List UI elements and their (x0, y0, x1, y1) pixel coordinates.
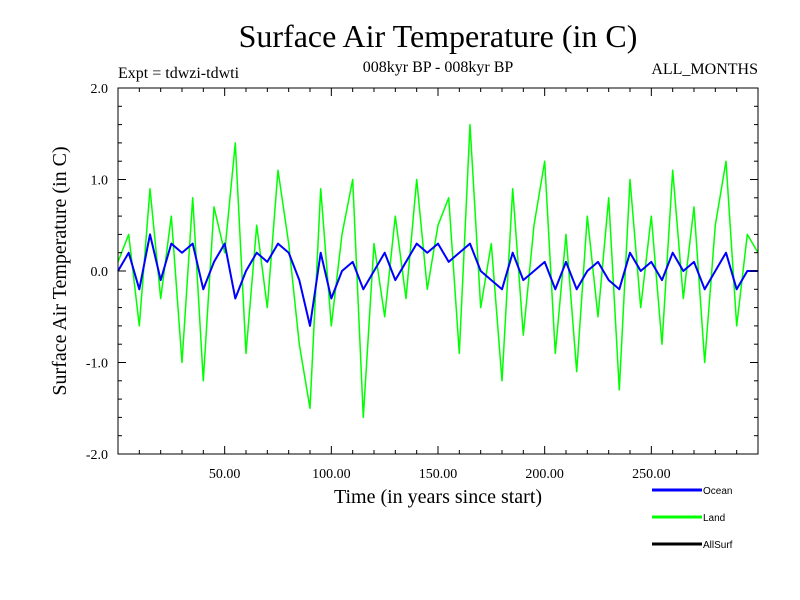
plot-frame (117, 87, 759, 455)
chart-title: Surface Air Temperature (in C) (239, 18, 638, 54)
plot-area (117, 123, 759, 419)
y-tick-label: 2.0 (91, 82, 109, 97)
x-axis: 50.00 100.00 150.00 200.00 250.00 (138, 88, 738, 482)
y-tick-label: 1.0 (91, 174, 109, 189)
months-label: ALL_MONTHS (651, 61, 758, 78)
y-axis: -2.0 -1.0 0.0 1.0 2.0 (86, 82, 758, 463)
legend-label-allsurf: AllSurf (703, 540, 733, 551)
x-tick-label: 100.00 (312, 467, 351, 482)
experiment-label: Expt = tdwzi-tdwti (118, 65, 240, 82)
y-tick-label: -2.0 (86, 448, 108, 463)
y-axis-label: Surface Air Temperature (in C) (49, 146, 71, 395)
x-tick-label: 150.00 (419, 467, 458, 482)
period-label: 008kyr BP - 008kyr BP (363, 59, 514, 76)
x-tick-label: 200.00 (525, 467, 564, 482)
series-line-ocean (117, 233, 758, 327)
legend: Ocean Land AllSurf (652, 486, 733, 551)
x-axis-label: Time (in years since start) (334, 486, 542, 508)
legend-label-ocean: Ocean (703, 486, 732, 497)
legend-label-land: Land (703, 513, 725, 524)
x-tick-label: 50.00 (209, 467, 241, 482)
y-tick-label: 0.0 (91, 265, 109, 280)
series-line-land (117, 123, 759, 419)
y-tick-label: -1.0 (86, 357, 108, 372)
x-tick-label: 250.00 (632, 467, 671, 482)
